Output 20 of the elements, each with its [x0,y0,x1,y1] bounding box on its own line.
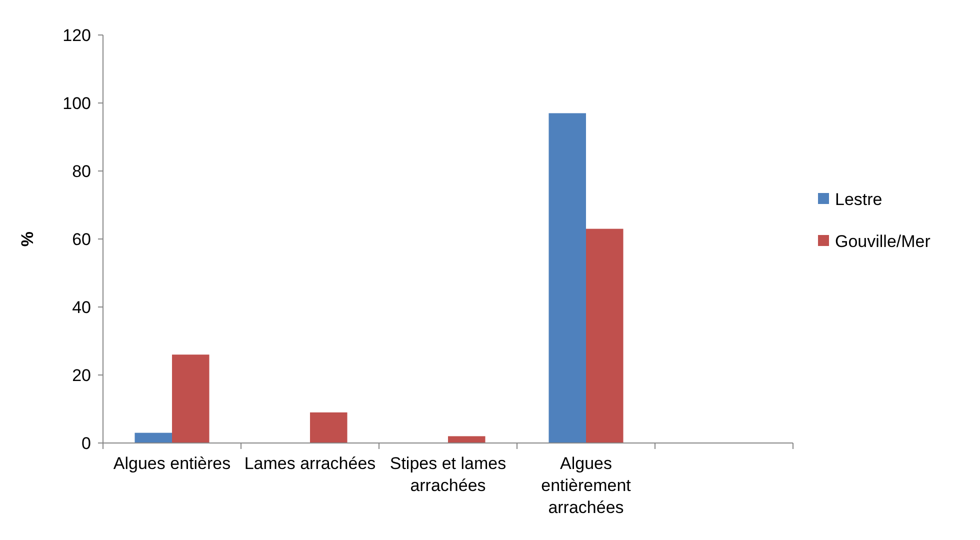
bar [134,432,172,443]
y-tick-label: 100 [62,94,91,113]
y-tick-label: 60 [72,230,91,249]
bar [548,113,586,443]
bar [172,354,210,443]
x-tick-label: Algues entièrement arrachées [541,454,632,517]
x-tick-label: Lames arrachées [244,454,376,473]
y-axis-title: % [18,231,37,247]
x-tick-label: Algues entières [113,454,231,473]
legend-label: Gouville/Mer [835,232,931,251]
bar [448,436,486,443]
x-tick-label: Stipes et lames arrachées [390,454,506,495]
y-tick-label: 0 [82,434,91,453]
bar [586,228,624,443]
y-tick-label: 120 [62,26,91,45]
bar [310,412,348,443]
y-tick-label: 20 [72,366,91,385]
y-tick-label: 80 [72,162,91,181]
y-tick-label: 40 [72,298,91,317]
legend-label: Lestre [835,190,882,209]
